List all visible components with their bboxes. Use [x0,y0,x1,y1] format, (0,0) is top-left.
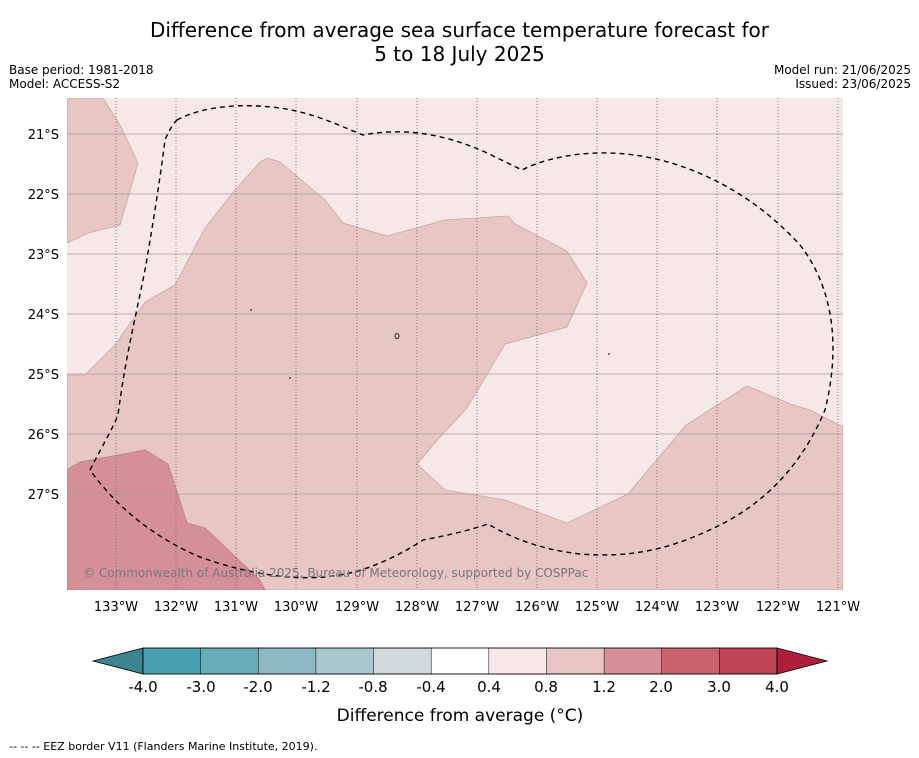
lat-label: 22°S [28,188,59,203]
lat-label: 26°S [28,428,59,443]
colorbar-tick-label: -1.2 [301,678,330,696]
longitude-labels: 133°W 132°W 131°W 130°W 129°W 128°W 127°… [94,600,860,615]
colorbar-title: Difference from average (°C) [337,706,584,726]
colorbar-segment [661,647,721,675]
lon-label: 130°W [274,600,318,615]
colorbar-segment [258,647,317,675]
base-period-text: Base period: 1981-2018 [9,63,154,77]
island-marker [394,333,400,339]
lon-label: 129°W [335,600,379,615]
colorbar-segment [719,647,778,675]
chart-title: Difference from average sea surface temp… [0,18,919,66]
island-marker [250,309,252,311]
lat-label: 23°S [28,248,59,263]
lon-label: 131°W [214,600,258,615]
colorbar-tick-label: 0.8 [534,678,558,696]
lat-label: 21°S [28,128,59,143]
title-line-2: 5 to 18 July 2025 [374,42,545,66]
lon-label: 123°W [695,600,739,615]
colorbar-tick-label: -0.4 [416,678,445,696]
model-text: Model: ACCESS-S2 [9,77,121,91]
lon-label: 125°W [575,600,619,615]
copyright-text: © Commonwealth of Australia 2025, Bureau… [83,566,588,580]
title-line-1: Difference from average sea surface temp… [149,18,769,42]
colorbar-segment [200,647,260,675]
colorbar-frame [142,647,778,675]
colorbar-extend-low [91,647,144,675]
island-marker [289,377,291,379]
colorbar-tick-label: -4.0 [128,678,157,696]
colorbar-tick-label: -0.8 [358,678,387,696]
colorbar-tick-label: 3.0 [707,678,731,696]
lon-label: 133°W [94,600,138,615]
map-grid [67,98,843,590]
colorbar-segment [603,647,663,675]
colorbar-segment [373,647,432,675]
lat-label: 27°S [28,488,59,503]
colorbar-extend-high [776,647,829,675]
island-marker [608,353,610,355]
colorbar-segment [315,647,375,675]
lon-label: 121°W [816,600,860,615]
colorbar-segments [142,647,778,675]
colorbar-segment [430,647,490,675]
colorbar-tick-label: 0.4 [477,678,501,696]
eez-border-line [89,105,834,579]
meta-left: Base period: 1981-2018 Model: ACCESS-S2 [9,63,154,91]
lon-label: 127°W [455,600,499,615]
lon-label: 122°W [756,600,800,615]
lon-label: 126°W [515,600,559,615]
meta-right: Model run: 21/06/2025 Issued: 23/06/2025 [774,63,911,91]
footnote: -- -- -- EEZ border V11 (Flanders Marine… [9,740,318,753]
colorbar-tick-label: 4.0 [765,678,789,696]
colorbar-tick-label: 1.2 [592,678,616,696]
colorbar-tick-label: -2.0 [243,678,272,696]
sst-band-1-2-2-0 [67,449,266,590]
model-run-text: Model run: 21/06/2025 [773,63,911,77]
lon-label: 132°W [154,600,198,615]
lat-label: 25°S [28,368,59,383]
colorbar-tick-label: -3.0 [186,678,215,696]
map-area: © Commonwealth of Australia 2025, Bureau… [67,98,843,590]
colorbar-segment [546,647,605,675]
colorbar: -4.0 -3.0 -2.0 -1.2 -0.8 -0.4 0.4 0.8 1.… [91,647,829,726]
lon-label: 128°W [395,600,439,615]
colorbar-tick-labels: -4.0 -3.0 -2.0 -1.2 -0.8 -0.4 0.4 0.8 1.… [128,678,789,696]
latitude-labels: 21°S 22°S 23°S 24°S 25°S 26°S 27°S [28,128,59,503]
colorbar-segment [488,647,548,675]
colorbar-segment [142,647,202,675]
lon-label: 124°W [635,600,679,615]
lat-label: 24°S [28,308,59,323]
issued-text: Issued: 23/06/2025 [795,77,911,91]
colorbar-tick-label: 2.0 [649,678,673,696]
